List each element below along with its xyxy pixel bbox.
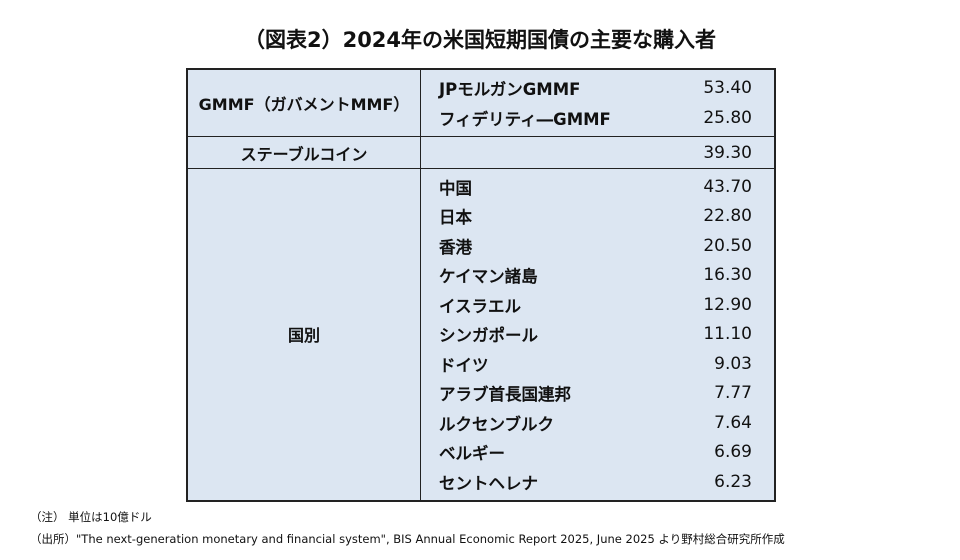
item-name: セントヘレナ [439,473,538,493]
table-row: 日本 22.80 [421,202,774,232]
item-value: 11.10 [703,324,752,345]
item-name: 香港 [439,237,472,257]
table: GMMF（ガバメントMMF） JPモルガンGMMF 53.40 フィデリティ―GMMF… [186,68,776,502]
group-rows: 39.30 [421,137,774,168]
item-value: 39.30 [703,142,752,163]
item-name: アラブ首長国連邦 [439,385,571,405]
row-group: GMMF（ガバメントMMF） JPモルガンGMMF 53.40 フィデリティ―GMMF… [188,70,774,136]
item-value: 20.50 [703,235,752,256]
table-row: セントヘレナ 6.23 [421,467,774,497]
item-value: 6.23 [714,471,752,492]
table-row: フィデリティ―GMMF 25.80 [421,103,774,133]
item-name: JPモルガンGMMF [439,80,581,99]
item-value: 25.80 [703,108,752,128]
item-value: 16.30 [703,265,752,286]
table-row: 39.30 [421,140,774,165]
group-rows: JPモルガンGMMF 53.40 フィデリティ―GMMF 25.80 [421,70,774,136]
item-value: 43.70 [703,176,752,197]
source-note: （出所）"The next-generation monetary and fi… [30,532,785,546]
group-label: ステーブルコイン [188,137,421,168]
item-name: 日本 [439,208,472,228]
item-name: ドイツ [439,355,489,375]
item-name: ケイマン諸島 [439,267,538,287]
title: （図表2）2024年の米国短期国債の主要な購入者 [243,28,717,52]
note: （注） 単位は10億ドル [30,510,152,524]
table-row: 香港 20.50 [421,231,774,261]
item-value: 53.40 [703,78,752,98]
table-row: ルクセンブルク 7.64 [421,408,774,438]
item-value: 9.03 [714,353,752,374]
table-row: ベルギー 6.69 [421,438,774,468]
table-row: アラブ首長国連邦 7.77 [421,379,774,409]
table-row: ドイツ 9.03 [421,349,774,379]
item-value: 7.77 [714,383,752,404]
item-name: 中国 [439,178,472,198]
table-row: 中国 43.70 [421,172,774,202]
item-value: 6.69 [714,442,752,463]
group-rows: 中国 43.70 日本 22.80 香港 20.50 ケイマン諸島 16.30 イスラエル 12.… [421,169,774,500]
group-label: 国別 [188,169,421,500]
table-row: JPモルガンGMMF 53.40 [421,73,774,103]
item-value: 7.64 [714,412,752,433]
table-row: イスラエル 12.90 [421,290,774,320]
group-label: GMMF（ガバメントMMF） [188,70,421,136]
item-name: ベルギー [439,444,505,464]
row-group: 国別 中国 43.70 日本 22.80 香港 20.50 ケイマン諸島 16.30 イスラエル 1… [188,168,774,500]
item-name: シンガポール [439,326,538,346]
item-value: 22.80 [703,206,752,227]
item-name: ルクセンブルク [439,414,555,434]
table-row: シンガポール 11.10 [421,320,774,350]
item-value: 12.90 [703,294,752,315]
row-group: ステーブルコイン 39.30 [188,136,774,168]
table-row: ケイマン諸島 16.30 [421,261,774,291]
item-name: イスラエル [439,296,522,316]
item-name: フィデリティ―GMMF [439,110,611,129]
